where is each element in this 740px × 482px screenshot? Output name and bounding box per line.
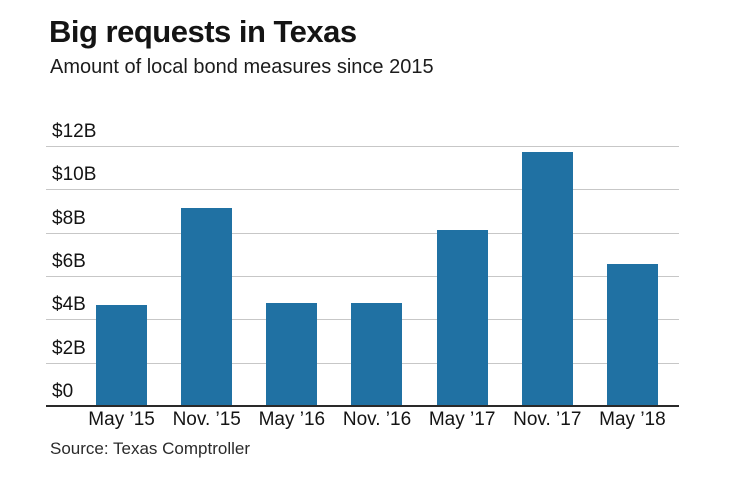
- bar-slot: [505, 121, 590, 407]
- gridline: [46, 232, 679, 234]
- bars-layer: [79, 121, 675, 407]
- x-tick-label: Nov. ’17: [513, 409, 582, 430]
- bar-slot: [420, 121, 505, 407]
- chart-subtitle: Amount of local bond measures since 2015: [50, 56, 434, 78]
- gridline: [46, 146, 679, 147]
- x-tick-label: May ’15: [88, 409, 155, 430]
- x-tick-label: May ’17: [428, 409, 496, 430]
- source-note: Source: Texas Comptroller: [50, 439, 250, 458]
- bar: [436, 229, 488, 405]
- bar: [181, 207, 233, 405]
- bar-slot: [249, 121, 334, 407]
- y-tick-label: $2B: [52, 337, 86, 359]
- gridline: [46, 276, 679, 277]
- bar: [606, 264, 658, 405]
- bar-slot: [334, 121, 419, 407]
- y-tick-label: $10B: [52, 164, 97, 186]
- x-tick-label: Nov. ’15: [172, 409, 241, 430]
- y-tick-label: $12B: [52, 121, 97, 142]
- chart-title: Big requests in Texas: [49, 14, 357, 49]
- y-tick-label: $6B: [52, 251, 86, 272]
- bar: [96, 305, 148, 405]
- plot-area: $0 $2B $4B $6B $8B $10B $12B: [46, 121, 679, 407]
- x-tick-label: May ’16: [258, 409, 326, 430]
- y-tick-label: $4B: [52, 294, 86, 316]
- bar-slot: [79, 121, 164, 407]
- gridline: [46, 189, 679, 191]
- y-tick-label: $8B: [52, 207, 86, 229]
- y-tick-label: $0: [52, 381, 74, 402]
- x-tick-label: Nov. ’16: [342, 409, 412, 430]
- x-axis-labels: May ’15 Nov. ’15 May ’16 Nov. ’16 May ’17 Nov…: [79, 409, 675, 431]
- bar-slot: [164, 121, 249, 407]
- x-tick-label: May ’18: [599, 409, 666, 430]
- bar: [521, 151, 573, 405]
- bar-slot: [590, 121, 675, 407]
- x-axis-line: [46, 405, 679, 407]
- bar: [266, 303, 318, 405]
- bar: [351, 303, 403, 405]
